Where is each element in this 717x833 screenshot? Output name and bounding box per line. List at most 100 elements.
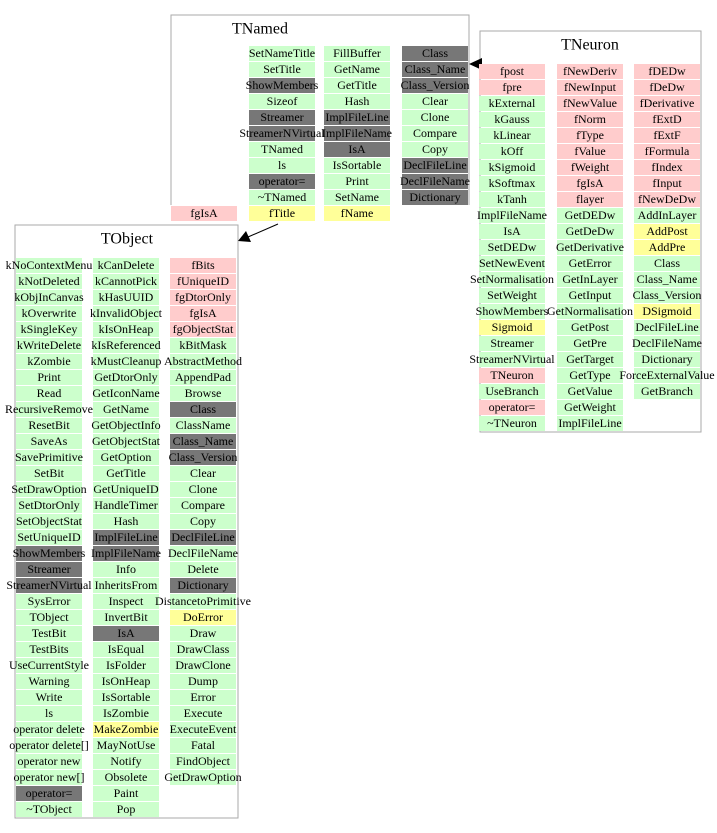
member-cell bbox=[634, 368, 700, 383]
member-name: fIndex bbox=[651, 160, 682, 174]
class-title: TNamed bbox=[232, 21, 288, 38]
member-cell bbox=[16, 546, 82, 561]
member-cell bbox=[16, 482, 82, 497]
member-name: SetObjectStat bbox=[16, 514, 83, 528]
member-name: kMustCleanup bbox=[91, 354, 162, 368]
member-name: AddInLayer bbox=[638, 208, 697, 222]
member-cell bbox=[93, 626, 159, 641]
member-cell bbox=[479, 240, 545, 255]
member-cell bbox=[634, 288, 700, 303]
member-name: Class_Version bbox=[169, 450, 238, 464]
member-name: kOverwrite bbox=[22, 306, 77, 320]
member-cell bbox=[16, 578, 82, 593]
member-cell bbox=[402, 158, 468, 173]
member-cell bbox=[16, 370, 82, 385]
member-name: fFormula bbox=[645, 144, 690, 158]
member-cell bbox=[170, 754, 236, 769]
member-name: GetTitle bbox=[106, 466, 146, 480]
member-cell bbox=[93, 402, 159, 417]
member-cell bbox=[324, 46, 390, 61]
member-name: SetUniqueID bbox=[17, 530, 81, 544]
member-cell bbox=[16, 498, 82, 513]
member-name: Copy bbox=[190, 514, 216, 528]
member-cell bbox=[479, 320, 545, 335]
member-name: Clone bbox=[189, 482, 218, 496]
member-name: GetDtorOnly bbox=[94, 370, 157, 384]
member-name: Clear bbox=[422, 94, 448, 108]
member-name: AddPre bbox=[649, 240, 686, 254]
member-cell bbox=[170, 354, 236, 369]
member-cell bbox=[402, 46, 468, 61]
class-title: TObject bbox=[101, 231, 154, 248]
member-name: fTitle bbox=[269, 206, 295, 220]
member-cell bbox=[634, 192, 700, 207]
member-cell bbox=[479, 288, 545, 303]
member-cell bbox=[16, 530, 82, 545]
member-cell bbox=[93, 802, 159, 817]
member-cell bbox=[170, 562, 236, 577]
member-cell bbox=[170, 642, 236, 657]
member-name: GetIconName bbox=[92, 386, 159, 400]
member-cell bbox=[93, 642, 159, 657]
member-name: SetWeight bbox=[487, 288, 537, 302]
member-name: Class bbox=[190, 402, 216, 416]
member-name: kGauss bbox=[494, 112, 530, 126]
member-cell bbox=[170, 770, 236, 785]
member-name: fgObjectStat bbox=[173, 322, 234, 336]
member-cell bbox=[16, 626, 82, 641]
member-name: IsSortable bbox=[102, 690, 151, 704]
member-cell bbox=[93, 498, 159, 513]
member-cell bbox=[93, 594, 159, 609]
member-cell bbox=[93, 754, 159, 769]
member-name: ImplFileLine bbox=[558, 416, 621, 430]
member-cell bbox=[16, 770, 82, 785]
member-name: SaveAs bbox=[31, 434, 68, 448]
member-cell bbox=[170, 546, 236, 561]
member-cell bbox=[93, 434, 159, 449]
member-name: ImplFileLine bbox=[325, 110, 388, 124]
member-name: SysError bbox=[28, 594, 71, 608]
member-cell bbox=[479, 368, 545, 383]
member-name: Dump bbox=[188, 674, 218, 688]
member-name: UseCurrentStyle bbox=[9, 658, 89, 672]
member-cell bbox=[402, 126, 468, 141]
member-name: Streamer bbox=[490, 336, 533, 350]
member-name: IsA bbox=[117, 626, 135, 640]
member-name: GetError bbox=[569, 256, 612, 270]
member-name: Warning bbox=[28, 674, 69, 688]
member-name: GetUniqueID bbox=[93, 482, 159, 496]
member-name: Class bbox=[422, 46, 448, 60]
member-name: Info bbox=[116, 562, 136, 576]
member-cell bbox=[170, 514, 236, 529]
member-cell bbox=[93, 482, 159, 497]
member-name: Hash bbox=[345, 94, 370, 108]
member-name: kExternal bbox=[489, 96, 536, 110]
member-cell bbox=[93, 354, 159, 369]
arrowhead bbox=[469, 58, 482, 70]
member-name: StreamerNVirtual bbox=[6, 578, 92, 592]
member-name: Dictionary bbox=[409, 190, 460, 204]
tnamed-box bbox=[170, 14, 470, 205]
member-name: kIsOnHeap bbox=[99, 322, 154, 336]
member-cell bbox=[249, 110, 315, 125]
member-name: Copy bbox=[422, 142, 448, 156]
member-cell bbox=[93, 258, 159, 273]
member-name: kOff bbox=[501, 144, 523, 158]
member-name: ~TNeuron bbox=[487, 416, 537, 430]
member-cell bbox=[557, 80, 623, 95]
member-cell bbox=[557, 240, 623, 255]
member-name: GetDEDw bbox=[565, 208, 616, 222]
member-cell bbox=[402, 110, 468, 125]
member-cell bbox=[16, 690, 82, 705]
member-cell bbox=[16, 450, 82, 465]
member-cell bbox=[634, 96, 700, 111]
member-cell bbox=[402, 78, 468, 93]
member-name: GetType bbox=[569, 368, 610, 382]
member-cell bbox=[93, 658, 159, 673]
member-name: MakeZombie bbox=[94, 722, 159, 736]
member-cell bbox=[324, 190, 390, 205]
member-cell bbox=[16, 274, 82, 289]
member-name: Browse bbox=[185, 386, 222, 400]
member-name: fgIsA bbox=[576, 176, 604, 190]
